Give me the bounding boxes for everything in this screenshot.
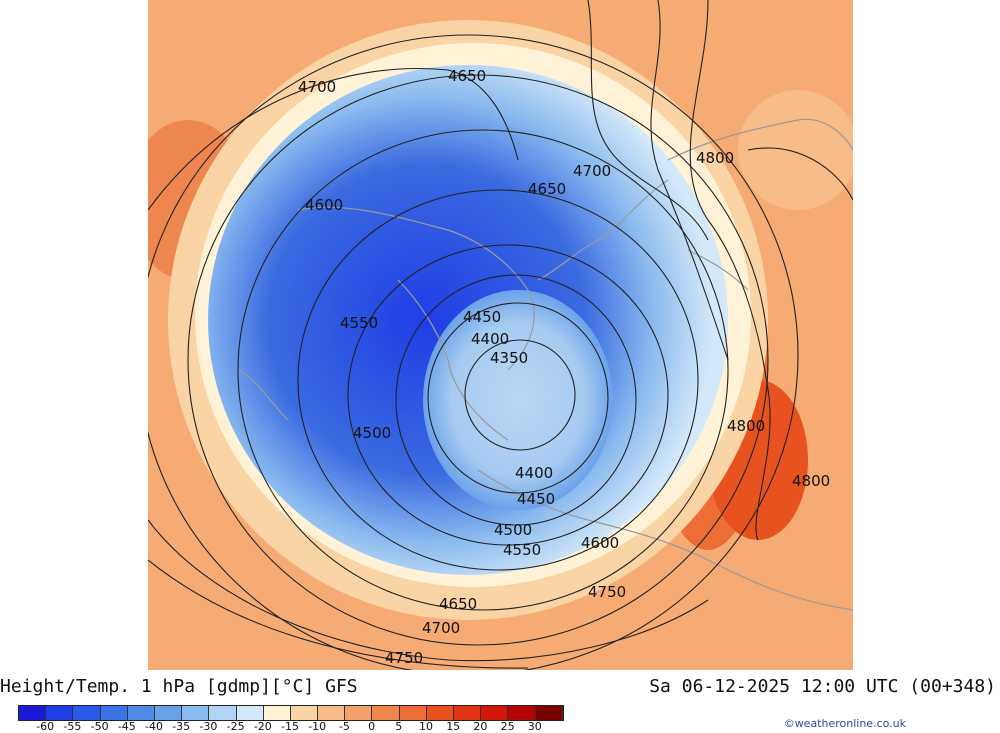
contour-label: 4650 bbox=[448, 67, 486, 85]
colorbar-tick-label: 30 bbox=[527, 720, 542, 733]
colorbar-tick-label: -35 bbox=[172, 720, 191, 733]
contour-label: 4650 bbox=[528, 180, 566, 198]
colorbar-swatch bbox=[182, 706, 210, 720]
contour-label: 4400 bbox=[515, 464, 553, 482]
colorbar-swatch bbox=[209, 706, 237, 720]
contour-label: 4800 bbox=[727, 417, 765, 435]
colorbar-ticks: -60 -55 -50 -45 -40 -35 -30 -25 -20 -15 -10 -5 0 5 10 1… bbox=[18, 720, 578, 733]
colorbar-tick-label: 5 bbox=[395, 720, 403, 733]
colorbar-tick-label: 20 bbox=[473, 720, 488, 733]
temperature-field bbox=[148, 0, 853, 670]
contour-label: 4600 bbox=[305, 196, 343, 214]
colorbar-swatch bbox=[73, 706, 101, 720]
colorbar-tick-label: -45 bbox=[117, 720, 136, 733]
map-canvas: 4700 4650 4800 4700 4650 4600 4550 4450 … bbox=[148, 0, 853, 670]
colorbar-tick-label: 10 bbox=[419, 720, 433, 733]
contour-label: 4800 bbox=[696, 149, 734, 167]
height-contours bbox=[148, 0, 853, 670]
colorbar-tick-label: 15 bbox=[446, 720, 461, 733]
colorbar-swatch bbox=[318, 706, 346, 720]
colorbar-swatch bbox=[46, 706, 74, 720]
colorbar-tick-label: -50 bbox=[90, 720, 109, 733]
colorbar-swatch bbox=[154, 706, 183, 720]
colorbar-swatch bbox=[290, 706, 319, 720]
contour-label: 4350 bbox=[490, 349, 528, 367]
contour-label: 4450 bbox=[517, 490, 555, 508]
colorbar-swatch bbox=[345, 706, 373, 720]
contour-label: 4400 bbox=[471, 330, 509, 348]
contour-label: 4750 bbox=[385, 649, 423, 667]
contour-label: 4700 bbox=[573, 162, 611, 180]
colorbar-swatch bbox=[19, 706, 47, 720]
colorbar-swatch bbox=[399, 706, 427, 720]
map-title: Height/Temp. 1 hPa [gdmp][°C] GFS bbox=[0, 676, 358, 697]
contour-label: 4700 bbox=[422, 619, 460, 637]
colorbar-swatch bbox=[100, 706, 128, 720]
contour-label: 4500 bbox=[353, 424, 391, 442]
colorbar-swatch bbox=[426, 706, 454, 720]
colorbar-swatch bbox=[236, 706, 264, 720]
colorbar-tick-label: 0 bbox=[368, 720, 376, 733]
map-panel: 4700 4650 4800 4700 4650 4600 4550 4450 … bbox=[148, 0, 853, 670]
colorbar-tick-label: -40 bbox=[145, 720, 163, 733]
colorbar-tick-label: -30 bbox=[199, 720, 218, 733]
colorbar-tick-label: -60 bbox=[36, 720, 55, 733]
colorbar-tick-label: -15 bbox=[281, 720, 299, 733]
colorbar-swatch bbox=[454, 706, 482, 720]
contour-label: 4650 bbox=[439, 595, 477, 613]
contour-label: 4750 bbox=[588, 583, 626, 601]
colorbar-swatch bbox=[127, 706, 155, 720]
contour-label: 4550 bbox=[340, 314, 378, 332]
contour-label: 4600 bbox=[581, 534, 619, 552]
colorbar-tick-label: -10 bbox=[308, 720, 327, 733]
colorbar-tick-label: -5 bbox=[338, 720, 350, 733]
colorbar-swatch bbox=[372, 706, 400, 720]
colorbar-swatch bbox=[481, 706, 509, 720]
colorbar-tick-label: -55 bbox=[63, 720, 82, 733]
colorbar-tick-label: -20 bbox=[253, 720, 272, 733]
colorbar-tick-label: -25 bbox=[226, 720, 245, 733]
contour-label: 4550 bbox=[503, 541, 541, 559]
contour-label: 4800 bbox=[792, 472, 830, 490]
colorbar-swatch bbox=[263, 706, 291, 720]
contour-label: 4450 bbox=[463, 308, 501, 326]
contour-label: 4700 bbox=[298, 78, 336, 96]
temperature-colorbar bbox=[18, 705, 564, 721]
map-datetime: Sa 06-12-2025 12:00 UTC (00+348) bbox=[649, 676, 996, 697]
colorbar-swatch bbox=[535, 706, 563, 720]
colorbar-tick-label: 25 bbox=[500, 720, 515, 733]
colorbar-swatch bbox=[508, 706, 536, 720]
contour-labels: 4700 4650 4800 4700 4650 4600 4550 4450 … bbox=[298, 67, 830, 667]
credit-link[interactable]: ©weatheronline.co.uk bbox=[783, 717, 906, 730]
contour-label: 4500 bbox=[494, 521, 532, 539]
